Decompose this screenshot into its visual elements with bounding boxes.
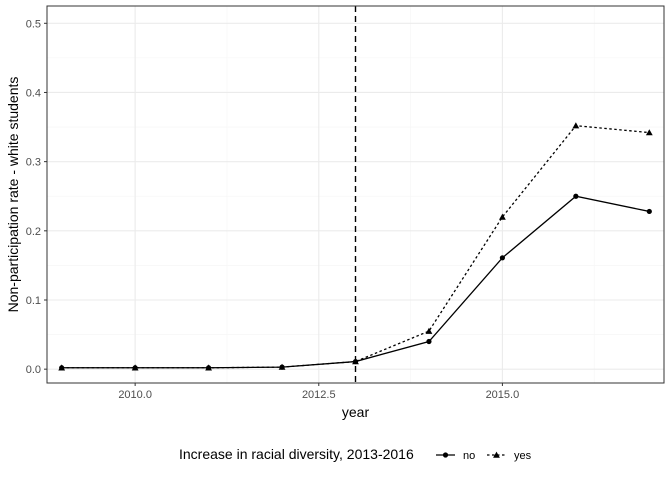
data-point-yes (278, 363, 286, 370)
panel-border (46, 5, 665, 384)
legend-key-marker-yes (493, 451, 500, 458)
legend-title: Increase in racial diversity, 2013-2016 (179, 446, 414, 462)
data-point-no (573, 193, 579, 199)
data-point-yes (499, 213, 506, 220)
y-tick-label: 0.5 (26, 18, 41, 30)
data-point-yes (425, 327, 433, 334)
x-tick-label: 2012.5 (302, 389, 336, 401)
legend-item-no: no (436, 450, 475, 462)
legend: Increase in racial diversity, 2013-2016 … (179, 446, 532, 462)
legend-items: no yes (436, 450, 532, 462)
data-point-no (499, 255, 506, 261)
y-axis-title: Non-participation rate - white students (5, 77, 21, 313)
y-tick-label: 0.0 (26, 364, 41, 376)
data-point-yes (131, 364, 139, 371)
data-point-yes (58, 364, 66, 371)
x-axis-title: year (342, 404, 370, 420)
series-layer (58, 122, 653, 371)
axis-ticks: 2010.0 2012.5 2015.0 0.0 0.1 0.2 0.3 0.4 0.5 (26, 18, 520, 401)
data-point-no (426, 338, 432, 345)
series-line-yes (61, 124, 650, 369)
data-point-yes (645, 129, 653, 136)
y-tick-label: 0.2 (26, 226, 41, 238)
legend-label-no: no (463, 450, 475, 462)
data-point-yes (572, 122, 580, 129)
legend-key-marker-no (442, 452, 449, 458)
data-point-no (646, 208, 652, 215)
x-tick-label: 2015.0 (486, 389, 520, 401)
legend-item-yes: yes (487, 450, 532, 462)
y-tick-label: 0.1 (26, 295, 41, 307)
x-tick-label: 2010.0 (118, 389, 152, 401)
data-point-yes (352, 358, 359, 365)
data-point-yes (205, 364, 212, 371)
y-tick-label: 0.4 (26, 87, 41, 99)
y-tick-label: 0.3 (26, 157, 41, 169)
series-yes (58, 122, 653, 371)
legend-label-yes: yes (514, 450, 532, 462)
